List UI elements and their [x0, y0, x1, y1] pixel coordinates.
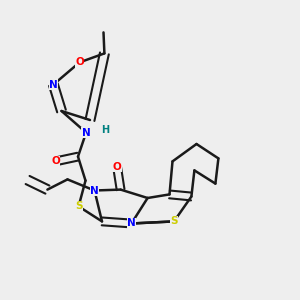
Text: N: N	[127, 218, 136, 229]
Text: O: O	[75, 57, 84, 68]
Text: O: O	[51, 156, 60, 167]
Text: N: N	[82, 128, 91, 138]
Text: N: N	[90, 185, 99, 196]
Text: H: H	[101, 124, 109, 135]
Text: N: N	[49, 80, 58, 90]
Text: O: O	[112, 161, 122, 172]
Text: S: S	[75, 201, 82, 212]
Text: S: S	[170, 216, 178, 226]
